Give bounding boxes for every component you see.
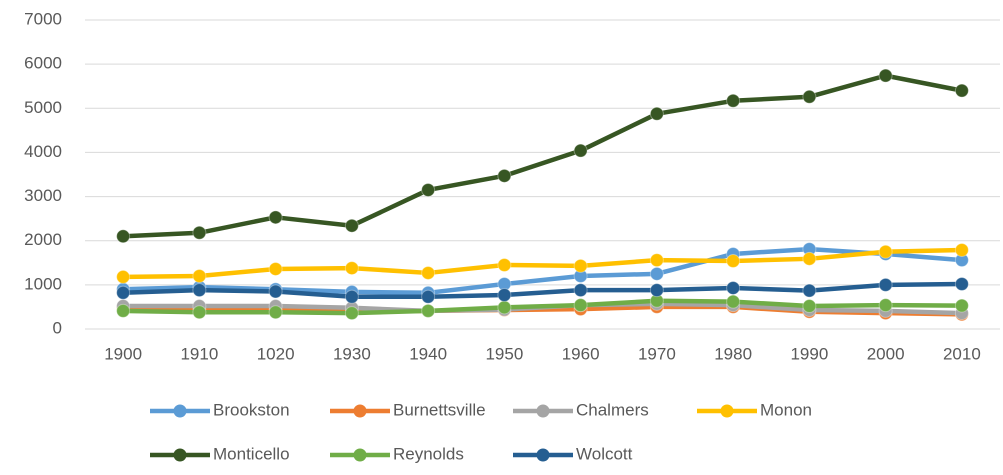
data-point [649, 253, 664, 268]
y-tick-label: 5000 [24, 98, 62, 117]
data-point [497, 168, 512, 183]
data-point [878, 277, 893, 292]
legend-label: Brookston [213, 400, 290, 419]
data-point [649, 106, 664, 121]
series-line [123, 281, 962, 300]
data-point [573, 258, 588, 273]
data-point [878, 68, 893, 83]
data-point [802, 89, 817, 104]
data-point [192, 225, 207, 240]
y-tick-label: 4000 [24, 142, 62, 161]
legend-label: Chalmers [576, 400, 649, 419]
data-point [497, 257, 512, 272]
x-tick-label: 1950 [485, 344, 523, 363]
data-point [726, 93, 741, 108]
data-point [116, 303, 131, 318]
data-point [116, 269, 131, 284]
data-point [497, 288, 512, 303]
data-point [192, 269, 207, 284]
x-tick-label: 1930 [333, 344, 371, 363]
data-point [802, 283, 817, 298]
legend-marker [536, 404, 550, 418]
y-tick-label: 0 [53, 318, 62, 337]
legend-label: Burnettsville [393, 400, 486, 419]
data-point [802, 299, 817, 314]
data-point [421, 265, 436, 280]
data-point [573, 283, 588, 298]
data-point [268, 305, 283, 320]
data-point [726, 294, 741, 309]
series-line [123, 73, 963, 239]
data-point [573, 143, 588, 158]
data-point [192, 283, 207, 298]
x-tick-label: 2010 [943, 344, 981, 363]
data-point [116, 285, 131, 300]
data-point [344, 289, 359, 304]
x-tick-label: 1020 [257, 344, 295, 363]
x-tick-label: 1960 [562, 344, 600, 363]
series-line [123, 246, 963, 296]
x-tick-label: 2000 [867, 344, 905, 363]
data-point [802, 251, 817, 266]
data-point [954, 83, 969, 98]
legend-marker [173, 404, 187, 418]
data-point [954, 298, 969, 313]
data-point [268, 261, 283, 276]
y-tick-label: 7000 [24, 9, 62, 28]
legend-label: Reynolds [393, 444, 464, 463]
data-point [344, 218, 359, 233]
legend-marker [173, 448, 187, 462]
x-tick-label: 1900 [104, 344, 142, 363]
y-tick-label: 1000 [24, 274, 62, 293]
data-point [344, 306, 359, 321]
y-tick-label: 2000 [24, 230, 62, 249]
legend-label: Monon [760, 400, 812, 419]
x-tick-label: 1990 [790, 344, 828, 363]
x-tick-label: 1980 [714, 344, 752, 363]
data-point [878, 298, 893, 313]
data-point [649, 266, 664, 281]
data-point [726, 280, 741, 295]
data-point [573, 298, 588, 313]
data-point [421, 303, 436, 318]
series-line [123, 247, 962, 280]
legend-marker [353, 448, 367, 462]
data-point [954, 242, 969, 257]
legend-marker [536, 448, 550, 462]
data-point [116, 229, 131, 244]
legend-label: Wolcott [576, 444, 633, 463]
data-point [421, 289, 436, 304]
legend-label: Monticello [213, 444, 290, 463]
data-point [421, 182, 436, 197]
series-line [123, 298, 962, 316]
x-tick-label: 1910 [180, 344, 218, 363]
data-point [954, 276, 969, 291]
data-point [649, 283, 664, 298]
data-point [268, 284, 283, 299]
legend-marker [353, 404, 367, 418]
y-tick-label: 3000 [24, 186, 62, 205]
x-tick-label: 1970 [638, 344, 676, 363]
data-point [878, 244, 893, 259]
data-point [344, 261, 359, 276]
legend-marker [720, 404, 734, 418]
data-point [497, 300, 512, 315]
y-tick-label: 6000 [24, 54, 62, 73]
data-point [268, 210, 283, 225]
x-tick-label: 1940 [409, 344, 447, 363]
data-point [726, 254, 741, 269]
data-point [192, 305, 207, 320]
